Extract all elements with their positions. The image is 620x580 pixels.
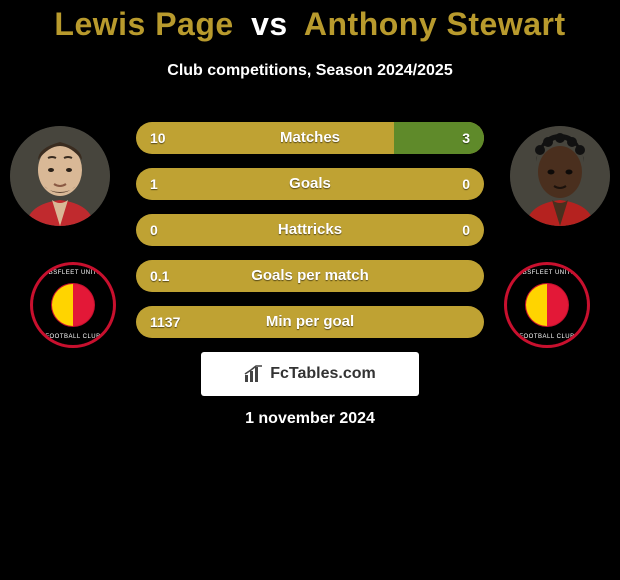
avatar-silhouette-icon xyxy=(10,126,110,226)
comparison-card: Lewis Page vs Anthony Stewart Club compe… xyxy=(0,0,620,580)
stat-bar: 103Matches xyxy=(136,122,484,154)
player1-avatar xyxy=(10,126,110,226)
title: Lewis Page vs Anthony Stewart xyxy=(0,6,620,43)
player2-club-badge: EBBSFLEET UNITED FOOTBALL CLUB xyxy=(504,262,590,348)
stat-label: Min per goal xyxy=(136,306,484,338)
stat-bars: 103Matches 10Goals 00Hattricks 0.1Goals per… xyxy=(136,122,484,352)
stat-label: Goals xyxy=(136,168,484,200)
title-vs: vs xyxy=(251,6,288,42)
club-badge-top-text: EBBSFLEET UNITED xyxy=(507,270,587,276)
stat-label: Goals per match xyxy=(136,260,484,292)
stat-bar: 1137Min per goal xyxy=(136,306,484,338)
avatar-silhouette-icon xyxy=(510,126,610,226)
player2-name: Anthony Stewart xyxy=(304,6,566,42)
club-badge-bottom-text: FOOTBALL CLUB xyxy=(507,334,587,340)
player1-club-badge: EBBSFLEET UNITED FOOTBALL CLUB xyxy=(30,262,116,348)
stat-bar: 10Goals xyxy=(136,168,484,200)
subtitle: Club competitions, Season 2024/2025 xyxy=(0,62,620,80)
stat-bar: 0.1Goals per match xyxy=(136,260,484,292)
club-badge-ring xyxy=(33,265,113,345)
stat-bar: 00Hattricks xyxy=(136,214,484,246)
date-text: 1 november 2024 xyxy=(0,410,620,428)
bar-chart-icon xyxy=(244,365,264,383)
player2-avatar xyxy=(510,126,610,226)
fctables-logo-text: FcTables.com xyxy=(270,365,376,383)
fctables-logo: FcTables.com xyxy=(201,352,419,396)
player1-name: Lewis Page xyxy=(54,6,233,42)
club-badge-bottom-text: FOOTBALL CLUB xyxy=(33,334,113,340)
club-badge-top-text: EBBSFLEET UNITED xyxy=(33,270,113,276)
stat-label: Matches xyxy=(136,122,484,154)
club-badge-ring xyxy=(507,265,587,345)
stat-label: Hattricks xyxy=(136,214,484,246)
